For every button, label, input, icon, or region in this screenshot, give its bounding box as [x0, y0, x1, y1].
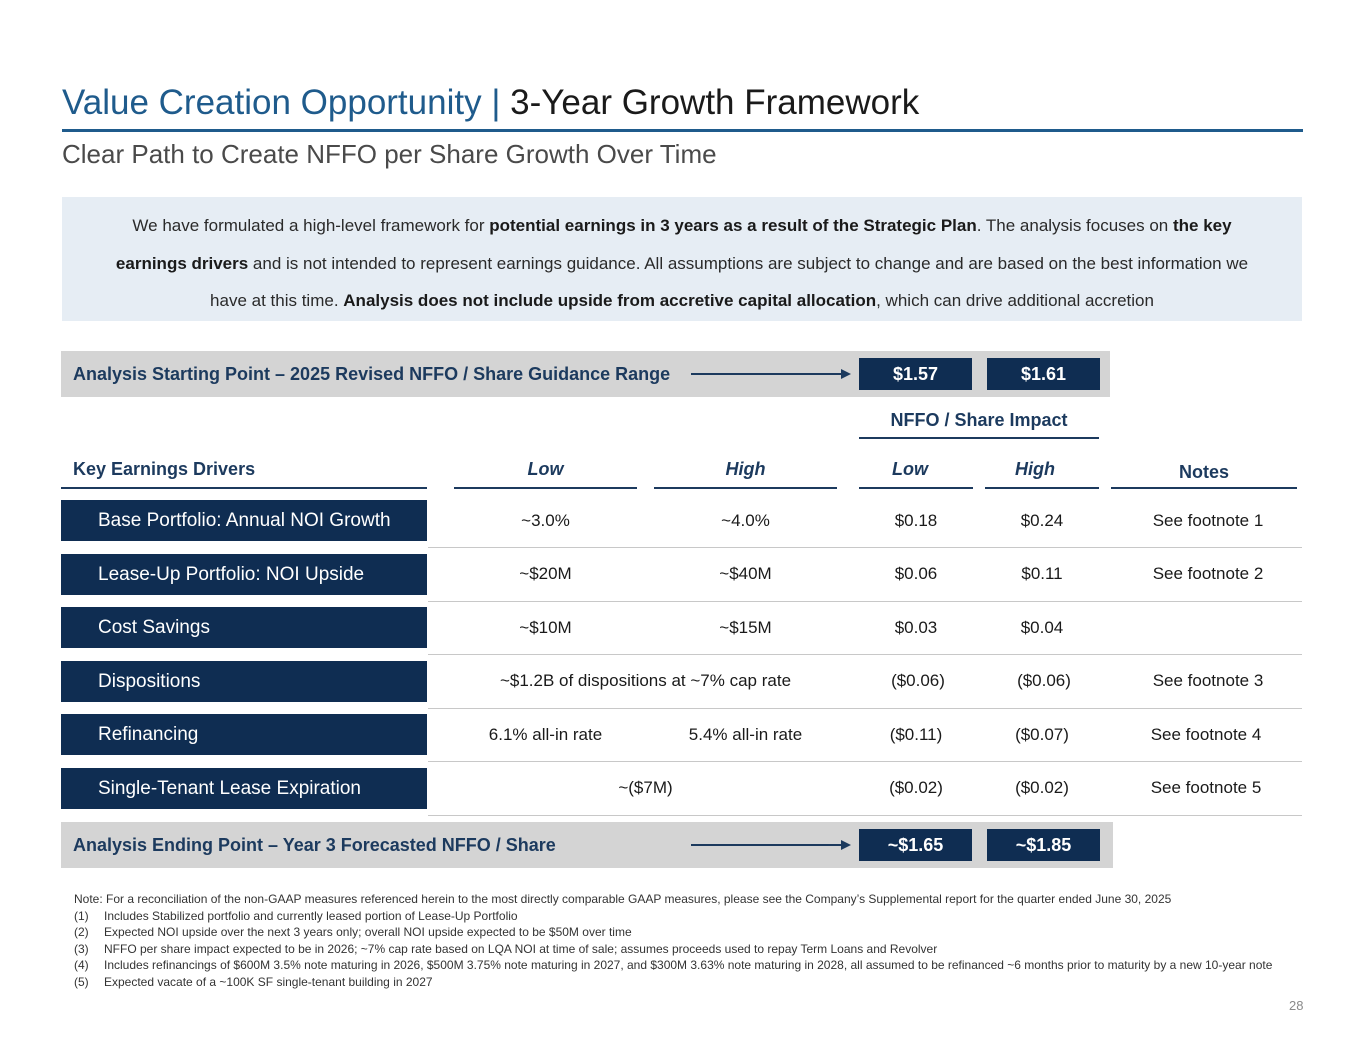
impact-low-cell: $0.03 — [894, 618, 938, 637]
span-cell: ~$1.2B of dispositions at ~7% cap rate — [499, 671, 792, 690]
page-number: 28 — [1289, 998, 1304, 1013]
row-divider — [428, 761, 1302, 762]
intro-box: We have formulated a high-level framewor… — [62, 197, 1302, 321]
high-underline — [654, 487, 837, 489]
row-divider — [428, 547, 1302, 548]
notes-underline — [1111, 487, 1297, 489]
impact-low-cell: $0.06 — [894, 564, 938, 583]
title-secondary: 3-Year Growth Framework — [510, 83, 920, 122]
high-cell: ~$40M — [719, 564, 772, 583]
footnote-number: (1) — [74, 908, 89, 923]
impact-high-cell: $0.24 — [1020, 511, 1064, 530]
impact-high-header: High — [1015, 459, 1055, 479]
driver-label: Lease-Up Portfolio: NOI Upside — [61, 554, 427, 595]
drivers-underline — [61, 487, 427, 489]
footnote-text: Includes refinancings of $600M 3.5% note… — [104, 958, 1273, 972]
footnote-item: (3) NFFO per share impact expected to be … — [74, 941, 1284, 958]
intro-text-1: We have formulated a high-level framewor… — [132, 216, 490, 235]
footnote-text: Expected vacate of a ~100K SF single-ten… — [104, 974, 433, 989]
high-cell: ~4.0% — [721, 511, 770, 530]
starting-point-label: Analysis Starting Point – 2025 Revised N… — [73, 364, 671, 384]
driver-label: Cost Savings — [61, 607, 427, 648]
low-cell: ~$10M — [519, 618, 572, 637]
start-low-value: $1.57 — [859, 358, 972, 390]
note-cell: See footnote 1 — [1152, 511, 1264, 530]
driver-label: Base Portfolio: Annual NOI Growth — [61, 500, 427, 541]
row-divider — [428, 601, 1302, 602]
row-divider — [428, 708, 1302, 709]
low-cell: 6.1% all-in rate — [488, 725, 603, 744]
row-divider — [428, 815, 1302, 816]
intro-bold-2: the key earnings drivers — [115, 216, 1232, 273]
footnote-number: (3) — [74, 941, 89, 956]
note-cell: See footnote 3 — [1152, 671, 1264, 690]
drivers-header: Key Earnings Drivers — [73, 459, 256, 479]
impact-low-underline — [859, 487, 973, 489]
intro-text-3: and is not intended to represent earning… — [210, 253, 1249, 311]
impact-low-cell: ($0.02) — [889, 778, 943, 797]
footnote-text: NFFO per share impact expected to be in … — [104, 941, 938, 956]
starting-point-bar: Analysis Starting Point – 2025 Revised N… — [61, 351, 1110, 397]
ending-point-label: Analysis Ending Point – Year 3 Forecaste… — [73, 835, 556, 855]
low-header: Low — [527, 459, 564, 479]
impact-high-cell: ($0.02) — [1015, 778, 1069, 797]
impact-low-header: Low — [892, 459, 928, 479]
page-title: Value Creation Opportunity | 3-Year Grow… — [62, 80, 919, 126]
footnote-item: (5) Expected vacate of a ~100K SF single-… — [74, 974, 1284, 991]
intro-text-2: . The analysis focuses on — [976, 216, 1173, 235]
low-cell: ~$20M — [519, 564, 572, 583]
footnote-text: Includes Stabilized portfolio and curren… — [104, 908, 518, 923]
start-high-value: $1.61 — [987, 358, 1100, 390]
notes-header: Notes — [1178, 462, 1229, 482]
impact-group-header: NFFO / Share Impact — [890, 410, 1068, 430]
title-primary: Value Creation Opportunity | — [62, 83, 511, 122]
arrow-right-icon — [691, 840, 851, 850]
driver-label: Dispositions — [61, 661, 427, 702]
impact-group-underline — [859, 437, 1099, 439]
impact-high-cell: $0.04 — [1020, 618, 1064, 637]
low-cell: ~3.0% — [521, 511, 570, 530]
footnote-item: (2) Expected NOI upside over the next 3 y… — [74, 924, 1284, 941]
impact-low-cell: ($0.06) — [891, 671, 945, 690]
high-header: High — [725, 459, 766, 479]
row-divider — [428, 654, 1302, 655]
note-cell: See footnote 5 — [1150, 778, 1262, 797]
footnote-item: (4) Includes refinancings of $600M 3.5% n… — [74, 957, 1284, 974]
impact-high-cell: ($0.07) — [1015, 725, 1069, 744]
end-low-value: ~$1.65 — [859, 829, 972, 861]
impact-low-cell: $0.18 — [894, 511, 938, 530]
impact-low-cell: ($0.11) — [889, 725, 943, 744]
footnote-item: (1) Includes Stabilized portfolio and cur… — [74, 908, 1284, 925]
footnote-note: Note: For a reconciliation of the non-GA… — [74, 892, 1172, 906]
driver-label: Single-Tenant Lease Expiration — [61, 768, 427, 809]
impact-high-cell: ($0.06) — [1017, 671, 1071, 690]
title-divider — [62, 129, 1303, 132]
driver-label: Refinancing — [61, 714, 427, 755]
end-high-value: ~$1.85 — [987, 829, 1100, 861]
footnotes: Note: For a reconciliation of the non-GA… — [74, 891, 1284, 990]
note-cell: See footnote 2 — [1152, 564, 1264, 583]
page-subtitle: Clear Path to Create NFFO per Share Grow… — [62, 139, 717, 169]
impact-high-underline — [985, 487, 1099, 489]
footnote-number: (5) — [74, 974, 89, 989]
ending-point-bar: Analysis Ending Point – Year 3 Forecaste… — [61, 822, 1113, 868]
intro-text-4: , which can drive additional accretion — [876, 291, 1154, 310]
note-cell: See footnote 4 — [1150, 725, 1262, 744]
arrow-right-icon — [691, 369, 851, 379]
footnote-number: (2) — [74, 925, 89, 939]
high-cell: 5.4% all-in rate — [688, 725, 803, 744]
low-underline — [454, 487, 637, 489]
footnote-text: Expected NOI upside over the next 3 year… — [104, 925, 632, 939]
span-cell: ~($7M) — [618, 778, 673, 797]
high-cell: ~$15M — [719, 618, 772, 637]
intro-bold-3: Analysis does not include upside from ac… — [343, 291, 877, 310]
intro-bold-1: potential earnings in 3 years as a resul… — [489, 216, 977, 235]
impact-high-cell: $0.11 — [1021, 564, 1063, 583]
footnote-number: (4) — [74, 958, 89, 972]
